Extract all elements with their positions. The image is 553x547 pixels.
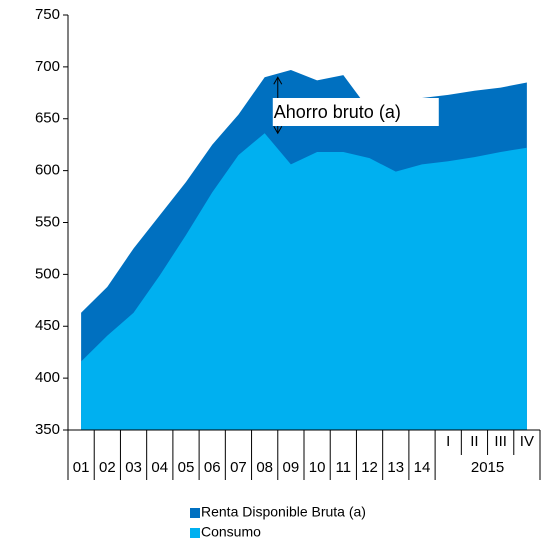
y-tick-label: 400 <box>35 369 60 386</box>
y-tick-label: 750 <box>35 6 60 23</box>
x-tick-label: 04 <box>151 459 168 476</box>
x-tick-label: II <box>470 433 478 450</box>
y-tick-label: 600 <box>35 162 60 179</box>
x-tick-label: 12 <box>361 459 378 476</box>
x-tick-label: 14 <box>414 459 431 476</box>
y-tick-label: 500 <box>35 265 60 282</box>
x-tick-label: 05 <box>178 459 195 476</box>
x-tick-label: I <box>446 433 450 450</box>
x-tick-label: 01 <box>73 459 90 476</box>
y-tick-label: 350 <box>35 421 60 438</box>
x-tick-label: 11 <box>336 459 352 476</box>
x-tick-label: 13 <box>387 459 404 476</box>
arrow-head <box>273 76 283 85</box>
legend-text: Consumo <box>201 524 261 540</box>
y-tick-label: 650 <box>35 110 60 127</box>
x-tick-label: 03 <box>125 459 142 476</box>
annotation-box <box>272 98 439 126</box>
x-tick-label: 02 <box>99 459 116 476</box>
x-group-label: 2015 <box>471 459 504 476</box>
y-tick-label: 450 <box>35 317 60 334</box>
x-tick-label: 07 <box>230 459 247 476</box>
annotation: Ahorro bruto (a) <box>274 102 401 122</box>
x-tick-label: IV <box>520 433 534 450</box>
x-tick-label: III <box>494 433 507 450</box>
legend-swatch <box>190 528 200 538</box>
x-tick-label: 09 <box>283 459 300 476</box>
legend-text: Renta Disponible Bruta (a) <box>201 504 366 520</box>
x-tick-label: 10 <box>309 459 326 476</box>
area <box>81 133 527 430</box>
legend-swatch <box>190 508 200 518</box>
y-tick-label: 550 <box>35 213 60 230</box>
arrow-head <box>273 126 283 135</box>
x-tick-label: 08 <box>256 459 273 476</box>
x-tick-label: 06 <box>204 459 221 476</box>
y-tick-label: 700 <box>35 58 60 75</box>
